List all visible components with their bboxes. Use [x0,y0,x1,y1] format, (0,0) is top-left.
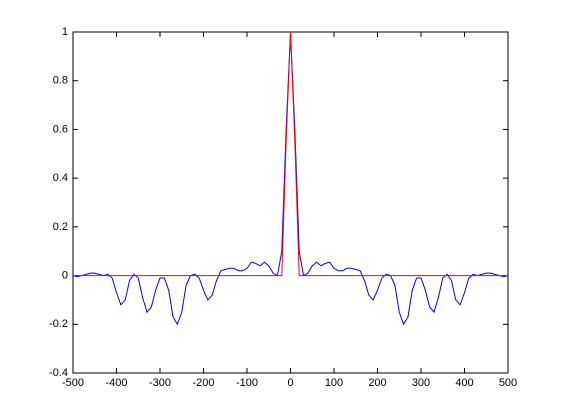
x-tick-label: -400 [105,377,127,389]
y-tick-label: 0.8 [53,75,68,87]
y-tick-label: 0.2 [53,221,68,233]
x-tick-label: 200 [368,377,386,389]
x-tick-label: -500 [62,377,84,389]
x-tick-label: -200 [192,377,214,389]
x-tick-label: 400 [455,377,473,389]
series-line [73,31,508,277]
x-tick-label: -300 [149,377,171,389]
y-tick-label: -0.2 [49,318,68,330]
x-tick-label: -100 [236,377,258,389]
y-tick-label: 0.4 [53,172,68,184]
y-tick-label: 0 [62,269,68,281]
x-tick-label: 500 [499,377,517,389]
x-tick-label: 300 [412,377,430,389]
y-tick-label: 0.6 [53,123,68,135]
x-tick-label: 0 [287,377,293,389]
x-tick-label: 100 [325,377,343,389]
y-tick-label: 1 [62,26,68,38]
axes-box [72,31,509,374]
y-tick-label: -0.4 [49,367,68,379]
